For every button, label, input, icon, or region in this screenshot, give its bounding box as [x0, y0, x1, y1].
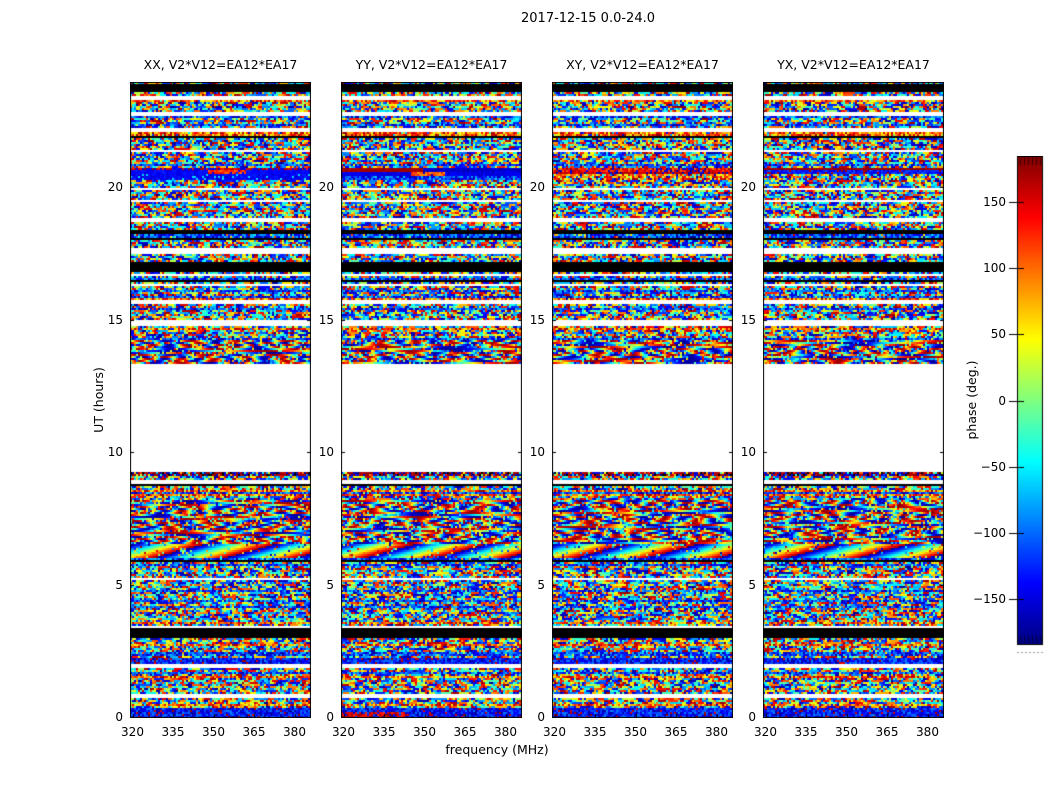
colorbar-tick-label: 0: [998, 393, 1006, 408]
colorbar-tick-label: 100: [983, 261, 1006, 276]
y-tick-label: 20: [529, 180, 545, 194]
x-tick-label: 320: [332, 725, 355, 739]
y-tick-label: 0: [326, 710, 334, 724]
colorbar-tick-label: −50: [980, 459, 1006, 474]
y-tick-label: 5: [537, 577, 545, 592]
x-tick-label: 365: [242, 725, 266, 739]
x-tick-label: 380: [916, 725, 939, 739]
colorbar-tick-label: −100: [973, 525, 1006, 540]
colorbar-tick-label: 50: [990, 327, 1006, 342]
x-tick-label: 350: [202, 725, 225, 739]
heatmap-panel-xx: [130, 82, 311, 718]
heatmap-panel-xy: [552, 82, 733, 718]
panel-title-xx: XX, V2*V12=EA12*EA17: [143, 57, 298, 72]
y-tick-label: 10: [740, 445, 756, 459]
x-tick-label: 380: [705, 725, 728, 739]
panel-title-yx: YX, V2*V12=EA12*EA17: [777, 57, 930, 72]
y-tick-label: 5: [115, 577, 123, 592]
x-tick-label: 320: [543, 725, 566, 739]
y-tick-label: 0: [748, 710, 756, 724]
y-tick-label: 0: [115, 710, 123, 724]
panel-title-xy: XY, V2*V12=EA12*EA17: [566, 57, 719, 72]
x-tick-label: 335: [794, 725, 818, 739]
y-tick-label: 5: [748, 577, 756, 592]
y-tick-label: 10: [318, 445, 334, 459]
x-tick-label: 365: [664, 725, 688, 739]
y-tick-label: 15: [740, 312, 756, 327]
x-tick-label: 320: [754, 725, 777, 739]
x-tick-label: 350: [624, 725, 647, 739]
colorbar-tick-label: −150: [973, 591, 1006, 606]
panel-title-yy: YY, V2*V12=EA12*EA17: [355, 57, 508, 72]
x-tick-label: 335: [161, 725, 185, 739]
x-tick-label: 350: [413, 725, 436, 739]
x-tick-label: 365: [453, 725, 477, 739]
y-tick-label: 20: [740, 180, 756, 194]
x-axis-label: frequency (MHz): [445, 742, 549, 757]
x-tick-label: 335: [372, 725, 396, 739]
y-tick-label: 10: [107, 445, 123, 459]
y-tick-label: 15: [107, 312, 123, 327]
figure-title: 2017-12-15 0.0-24.0: [521, 11, 655, 26]
y-tick-label: 20: [107, 180, 123, 194]
x-tick-label: 335: [583, 725, 607, 739]
x-tick-label: 320: [121, 725, 144, 739]
heatmap-panel-yx: [763, 82, 944, 718]
y-tick-label: 5: [326, 577, 334, 592]
x-tick-label: 350: [835, 725, 858, 739]
heatmap-panel-yy: [341, 82, 522, 718]
x-tick-label: 380: [494, 725, 517, 739]
colorbar-canvas: [1005, 156, 1050, 661]
y-tick-label: 0: [537, 710, 545, 724]
colorbar-tick-label: 150: [983, 195, 1006, 210]
y-tick-label: 20: [318, 180, 334, 194]
y-tick-label: 15: [529, 312, 545, 327]
y-tick-label: 15: [318, 312, 334, 327]
x-tick-label: 380: [283, 725, 306, 739]
y-tick-label: 10: [529, 445, 545, 459]
x-tick-label: 365: [875, 725, 899, 739]
